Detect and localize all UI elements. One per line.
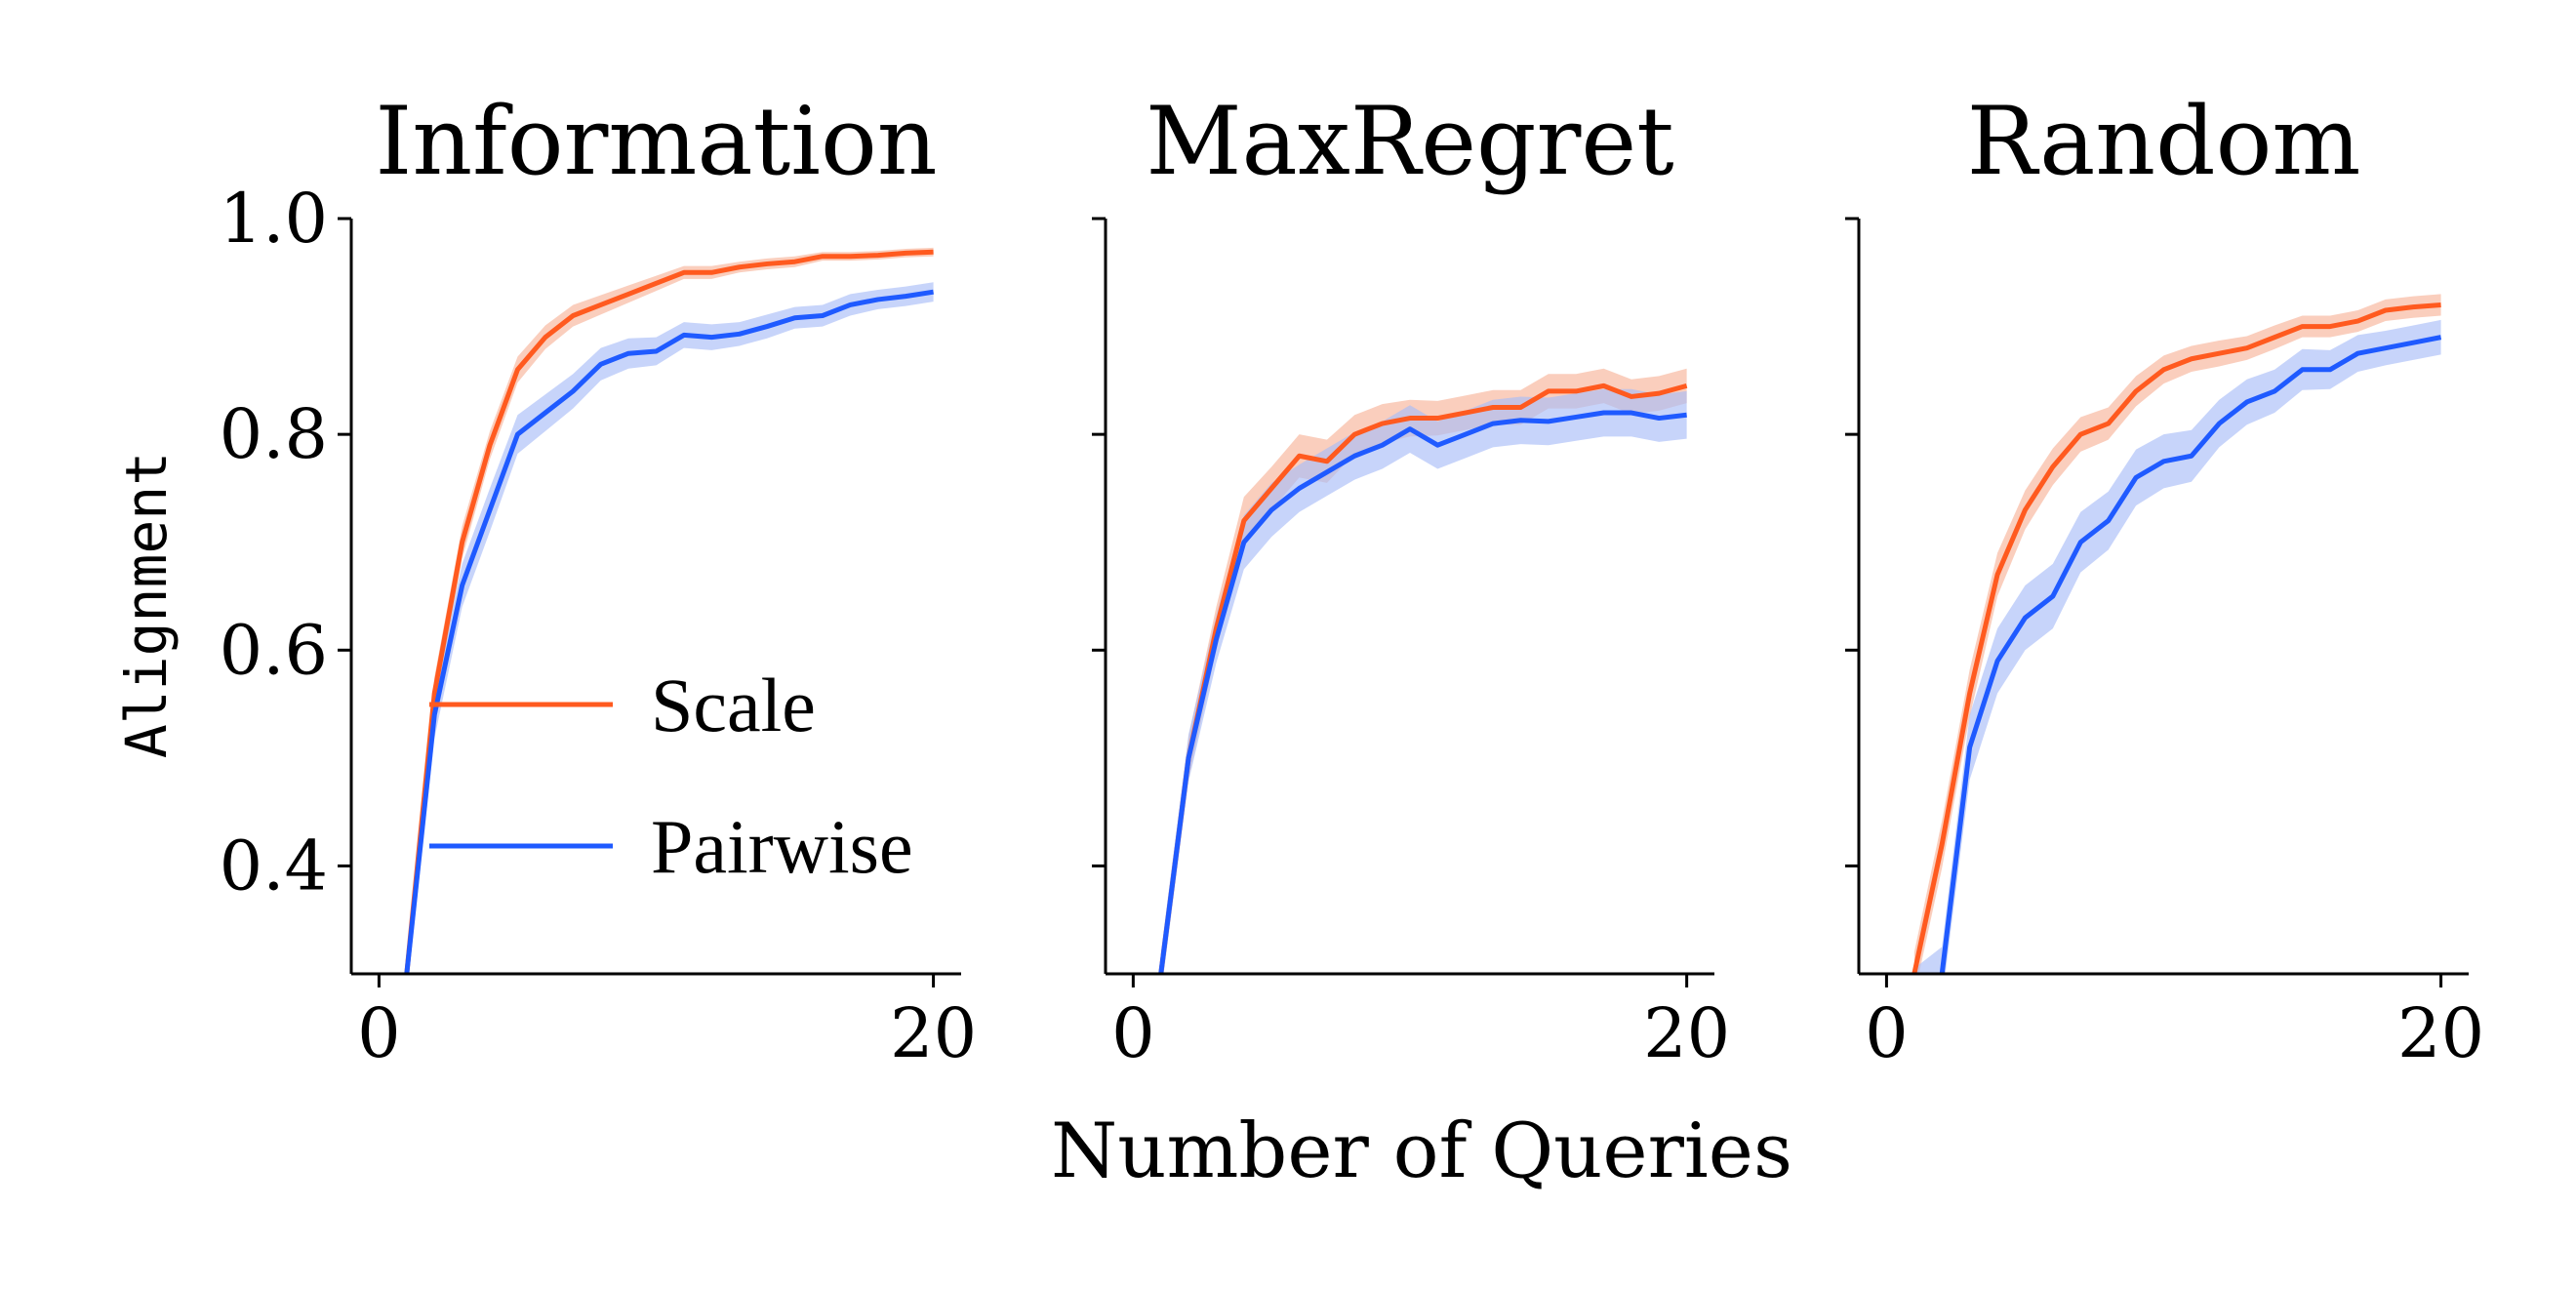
- band-pairwise: [1913, 319, 2441, 974]
- legend-label-pairwise: Pairwise: [651, 804, 913, 889]
- series-line-pairwise: [1158, 410, 1687, 974]
- panel-information: 0.4 0.6 0.8 1.0 0 20 Information: [220, 87, 977, 1073]
- plot-area: [404, 247, 934, 974]
- series-line-scale: [1912, 302, 2441, 974]
- x-tick-label: 0: [357, 993, 401, 1073]
- panel-title: Random: [1967, 87, 2361, 196]
- series-line-pairwise: [1938, 335, 2442, 974]
- y-axis-label: Alignment: [113, 452, 180, 758]
- y-tick-label: 0.4: [220, 826, 328, 906]
- band-pairwise: [1160, 388, 1687, 974]
- band-scale: [1913, 294, 2441, 974]
- panel-random: 0 20 Random: [1845, 87, 2484, 1073]
- y-tick-label: 0.8: [220, 394, 328, 474]
- series-line-scale: [404, 249, 934, 974]
- panel-title: Information: [375, 87, 937, 196]
- series-line-scale: [1158, 383, 1688, 974]
- x-tick-label: 20: [1643, 993, 1730, 1073]
- legend-label-scale: Scale: [651, 663, 816, 747]
- x-tick-label: 0: [1111, 993, 1155, 1073]
- plot-area: [1158, 368, 1688, 974]
- x-axis-label: Number of Queries: [1051, 1108, 1792, 1195]
- x-tick-label: 20: [2397, 993, 2484, 1073]
- x-tick-label: 20: [890, 993, 977, 1073]
- legend: Scale Pairwise: [429, 663, 913, 889]
- x-tick-label: 0: [1865, 993, 1909, 1073]
- y-tick-label: 0.6: [220, 610, 328, 690]
- plot-area: [1912, 294, 2442, 974]
- panel-maxregret: 0 20 MaxRegret: [1092, 87, 1730, 1073]
- y-tick-label: 1.0: [220, 179, 328, 259]
- band-scale: [1160, 368, 1687, 974]
- panel-title: MaxRegret: [1146, 87, 1674, 196]
- panels: 0.4 0.6 0.8 1.0 0 20 Information 0 20 MaxRegret 0 2…: [220, 87, 2484, 1073]
- series-line-pairwise: [404, 289, 934, 974]
